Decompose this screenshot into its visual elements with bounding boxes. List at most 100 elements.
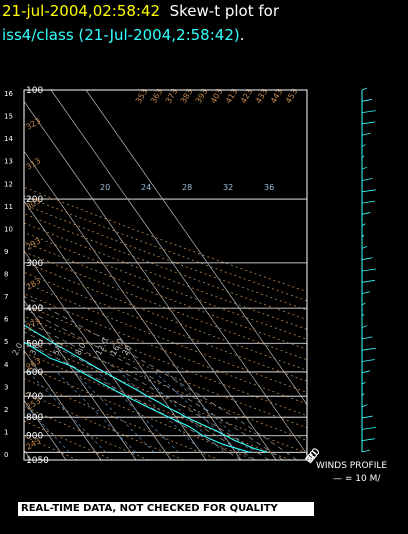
pressure-tick-label: 500 [26, 339, 43, 349]
wind-barb [361, 178, 373, 181]
wind-barb [361, 257, 373, 261]
wind-barb [361, 302, 366, 306]
wind-barb [361, 223, 366, 227]
height-tick-label: 4 [4, 361, 9, 369]
isotherm-line [24, 100, 277, 460]
sounding-traces [24, 324, 268, 453]
moist-adiabat-line [24, 296, 298, 460]
wind-barb [361, 155, 365, 159]
dry-adiabat-line [24, 327, 307, 441]
pressure-tick-label: 400 [26, 304, 43, 314]
mixing-ratio-line [154, 371, 240, 453]
title-line-2: iss4/class (21-Jul-2004,2:58:42). [2, 26, 245, 44]
wind-barb [361, 87, 368, 91]
dry-adiabat-line [24, 231, 307, 340]
height-tick-label: 8 [4, 271, 8, 279]
dewpoint-trace [24, 341, 250, 453]
dry-adiabat-line [24, 261, 307, 371]
wind-barb [361, 234, 365, 238]
wind-barb [361, 313, 365, 317]
title-line-1: 21-jul-2004,02:58:42 Skew-t plot for [2, 2, 279, 20]
mixing-ratio-line [28, 371, 106, 453]
pressure-tick-label: 900 [26, 432, 43, 442]
height-tick-label: 3 [4, 383, 8, 391]
isotherm-line [50, 90, 307, 455]
wind-barb [361, 189, 376, 193]
mixing-ratio-label: 12.0 [94, 337, 110, 357]
dry-adiabat-line [24, 241, 307, 350]
height-tick-label: 12 [4, 180, 13, 188]
pressure-tick-label: 300 [26, 259, 43, 269]
wind-barb [361, 121, 376, 125]
wind-barb [361, 212, 371, 215]
wind-barb [361, 98, 373, 102]
dry-adiabat-line [24, 339, 307, 454]
source-period: . [239, 26, 245, 44]
mixing-ratio-line [119, 371, 203, 453]
dry-adiabat-line [24, 204, 307, 311]
wind-barb [361, 291, 371, 295]
dry-adiabat-line [24, 293, 307, 405]
height-tick-label: 6 [4, 316, 9, 324]
mixing-ratio-line [166, 371, 253, 453]
height-tick-label: 10 [4, 225, 13, 233]
winds-profile-label: WINDS PROFILE [316, 461, 388, 471]
dry-adiabat-label: 313 [25, 156, 43, 171]
pressure-tick-label: 100 [26, 86, 43, 96]
mixing-ratio-line [56, 371, 136, 453]
wind-barb [361, 279, 375, 283]
wind-barb [361, 438, 375, 442]
pressure-tick-label: 200 [26, 195, 43, 205]
isotherm-line [85, 90, 307, 406]
quality-note: REAL-TIME DATA, NOT CHECKED FOR QUALITY [18, 502, 314, 516]
dry-adiabat-label: 293 [25, 236, 43, 251]
mixing-ratio-label: 2.0 [11, 341, 25, 356]
mixing-ratio-line [97, 371, 179, 453]
mixing-ratio-line [74, 371, 155, 453]
wind-barb [361, 449, 371, 453]
isotherm-line [24, 349, 102, 460]
pseudo-adiabat-label: 20 [100, 183, 110, 192]
height-tick-label: 9 [4, 248, 8, 256]
moist-adiabat-line [24, 308, 284, 460]
wind-barb [361, 404, 368, 408]
dry-adiabat-line [24, 213, 307, 321]
pressure-tick-label: 800 [26, 413, 43, 423]
wind-barb [361, 393, 365, 396]
height-tick-label: 15 [4, 113, 13, 121]
wind-barb [361, 426, 376, 430]
wind-profile [361, 87, 376, 453]
dry-adiabat-line [24, 251, 307, 361]
isotherm-line [24, 200, 207, 460]
dry-adiabat-line [24, 222, 307, 330]
dry-adiabat-label: 273 [25, 316, 43, 331]
dry-adiabat-line [24, 315, 307, 429]
wind-barb [361, 347, 376, 351]
plot-frame [23, 89, 308, 461]
wind-barb [361, 381, 366, 385]
wind-barb [361, 110, 376, 114]
dry-adiabat-line [24, 195, 307, 302]
mixing-ratio-label: 8.0 [74, 341, 88, 356]
dry-adiabat-line [24, 405, 149, 460]
moist-adiabat-line [24, 342, 242, 460]
dry-adiabat-line [24, 282, 307, 393]
wind-barb [361, 144, 366, 147]
height-tick-label: 14 [4, 135, 13, 143]
sounding-source: iss4/class (21-Jul-2004,2:58:42) [2, 26, 240, 44]
isotherm-right-label: 0 [304, 454, 317, 466]
height-tick-label: 11 [4, 203, 13, 211]
dry-adiabat-line [24, 364, 256, 460]
wind-barb [361, 370, 371, 374]
wind-barb [361, 246, 368, 249]
plot-label: Skew-t plot for [169, 2, 279, 20]
pseudo-adiabat-label: 28 [182, 183, 192, 192]
height-tick-label: 1 [4, 428, 8, 436]
temperature-trace [24, 324, 268, 453]
moist-adiabat-line [24, 320, 270, 460]
height-tick-label: 5 [4, 338, 8, 346]
mixing-ratio-label: 20 [120, 344, 133, 357]
pseudo-adiabat-label: 32 [223, 183, 233, 192]
wind-barb [361, 132, 371, 136]
dry-adiabat-line [24, 186, 307, 293]
